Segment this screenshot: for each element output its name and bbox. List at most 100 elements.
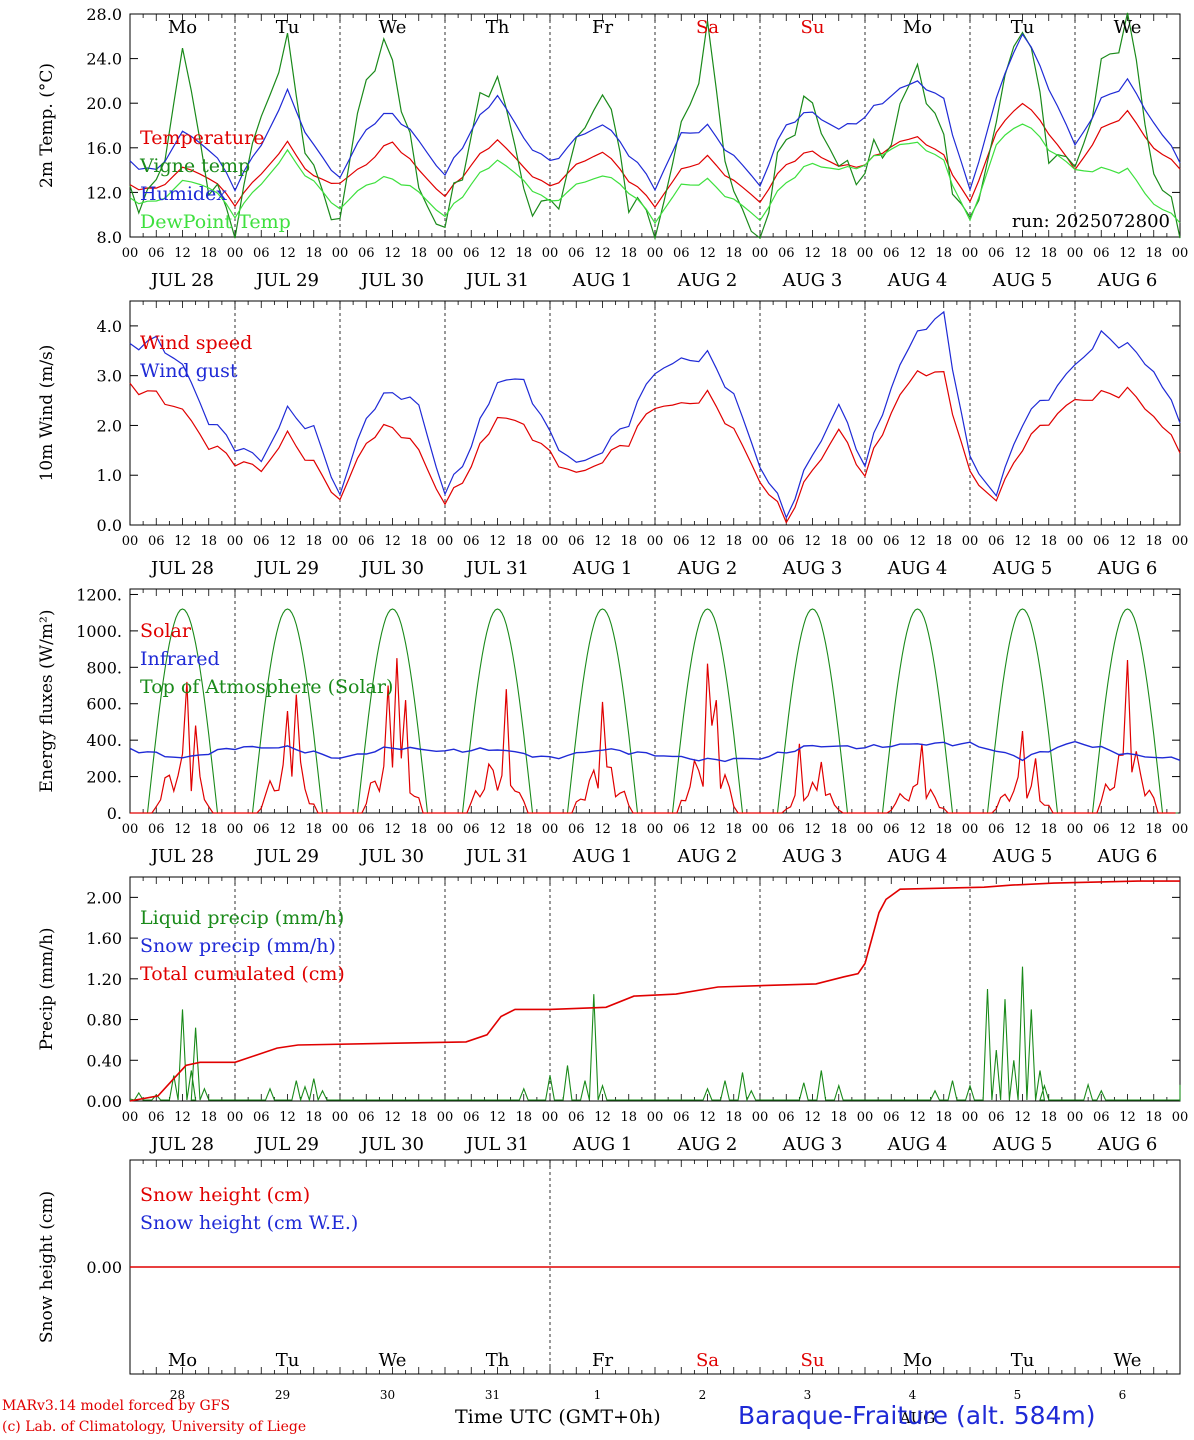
x-tick-label: 06: [148, 1110, 165, 1125]
x-tick-label: 06: [1093, 246, 1110, 261]
weekday-label: Tu: [276, 17, 300, 38]
x-tick-label: 18: [935, 534, 952, 549]
x-tick-label: 12: [699, 534, 716, 549]
y-tick-label: 1.20: [86, 970, 122, 989]
x-tick-label: 06: [148, 822, 165, 837]
date-label: JUL 30: [359, 270, 424, 291]
legend-entry: Solar: [140, 620, 192, 642]
date-label: AUG 3: [782, 846, 843, 867]
y-tick-label: 400.: [86, 731, 122, 750]
model-credit: MARv3.14 model forced by GFS: [2, 1398, 231, 1414]
weekday-label: Su: [801, 17, 825, 38]
x-tick-label: 18: [830, 822, 847, 837]
weekday-label: Tu: [276, 1350, 300, 1371]
y-tick-label: 200.: [86, 768, 122, 787]
x-tick-label: 12: [1014, 246, 1031, 261]
x-tick-label: 00: [1172, 822, 1189, 837]
x-tick-label: 00: [752, 246, 769, 261]
x-tick-label: 06: [778, 246, 795, 261]
x-tick-label: 00: [1067, 534, 1084, 549]
legend-entry: Snow height (cm W.E.): [140, 1212, 358, 1234]
x-tick-label: 00: [542, 246, 559, 261]
x-tick-label: 18: [515, 534, 532, 549]
x-tick-label: 12: [594, 1110, 611, 1125]
date-label: AUG 4: [887, 846, 948, 867]
station-title: Baraque-Fraiture (alt. 584m): [738, 1401, 1096, 1430]
day-number-label: 31: [485, 1388, 500, 1402]
x-tick-label: 06: [463, 822, 480, 837]
y-axis-label: Precip (mm/h): [37, 927, 57, 1050]
x-tick-label: 00: [752, 822, 769, 837]
x-tick-label: 06: [253, 246, 270, 261]
x-tick-label: 12: [594, 822, 611, 837]
legend-entry: Snow precip (mm/h): [140, 935, 336, 957]
legend-entry: Humidex: [140, 183, 227, 205]
date-label: JUL 30: [359, 846, 424, 867]
x-tick-label: 06: [673, 1110, 690, 1125]
date-label: JUL 30: [359, 1134, 424, 1155]
x-tick-label: 00: [122, 1110, 139, 1125]
legend-entry: Temperature: [140, 127, 264, 149]
x-tick-label: 18: [725, 822, 742, 837]
x-tick-label: 18: [410, 246, 427, 261]
x-tick-label: 12: [384, 534, 401, 549]
x-tick-label: 06: [988, 534, 1005, 549]
y-tick-label: 0.00: [86, 1258, 122, 1277]
month-label: AUG: [899, 1409, 935, 1427]
x-tick-label: 00: [437, 534, 454, 549]
x-tick-label: 18: [1040, 246, 1057, 261]
x-tick-label: 06: [673, 822, 690, 837]
x-tick-label: 12: [594, 534, 611, 549]
x-tick-label: 12: [699, 822, 716, 837]
x-tick-label: 12: [909, 1110, 926, 1125]
date-label: AUG 1: [572, 270, 633, 291]
x-tick-label: 12: [1014, 534, 1031, 549]
x-tick-label: 12: [174, 246, 191, 261]
x-tick-label: 18: [305, 822, 322, 837]
x-tick-label: 12: [489, 246, 506, 261]
legend-entry: DewPoint Temp: [140, 211, 291, 233]
x-tick-label: 12: [1119, 1110, 1136, 1125]
legend-entry: Snow height (cm): [140, 1184, 310, 1206]
x-tick-label: 12: [384, 1110, 401, 1125]
x-tick-label: 06: [778, 534, 795, 549]
y-tick-label: 0.40: [86, 1051, 122, 1070]
y-tick-label: 20.0: [86, 94, 122, 113]
date-label: JUL 28: [149, 846, 214, 867]
x-tick-label: 06: [988, 246, 1005, 261]
y-tick-label: 800.: [86, 658, 122, 677]
date-label: JUL 29: [254, 270, 319, 291]
infrared-line: [129, 740, 1181, 763]
legend-entry: Total cumulated (cm): [140, 963, 345, 985]
y-axis-label: 2m Temp. (°C): [37, 63, 57, 188]
legend-entry: Wind gust: [140, 360, 238, 382]
plot-frame: [129, 300, 1181, 526]
x-tick-label: 06: [778, 1110, 795, 1125]
x-tick-label: 12: [489, 822, 506, 837]
y-tick-label: 0.00: [86, 1092, 122, 1111]
x-tick-label: 00: [437, 1110, 454, 1125]
y-tick-label: 8.0: [97, 228, 122, 247]
x-tick-label: 12: [1014, 1110, 1031, 1125]
weekday-label: Th: [486, 17, 510, 38]
x-tick-label: 00: [1172, 1110, 1189, 1125]
x-tick-label: 18: [515, 822, 532, 837]
weekday-label: We: [379, 1350, 407, 1371]
date-label: AUG 6: [1097, 1134, 1158, 1155]
x-tick-label: 00: [332, 534, 349, 549]
solar-line: [130, 658, 1176, 814]
x-tick-label: 18: [515, 246, 532, 261]
weekday-label: Sa: [696, 17, 719, 38]
legend-entry: Wind speed: [140, 332, 252, 354]
x-tick-label: 00: [542, 534, 559, 549]
x-tick-label: 12: [279, 1110, 296, 1125]
x-tick-label: 06: [358, 822, 375, 837]
date-label: JUL 28: [149, 270, 214, 291]
x-tick-label: 06: [1093, 1110, 1110, 1125]
day-number-label: 29: [275, 1388, 290, 1402]
x-tick-label: 00: [857, 534, 874, 549]
legend-entry: Infrared: [140, 648, 220, 670]
x-tick-label: 12: [279, 822, 296, 837]
x-tick-label: 12: [909, 534, 926, 549]
y-axis-label: Snow height (cm): [37, 1191, 57, 1343]
